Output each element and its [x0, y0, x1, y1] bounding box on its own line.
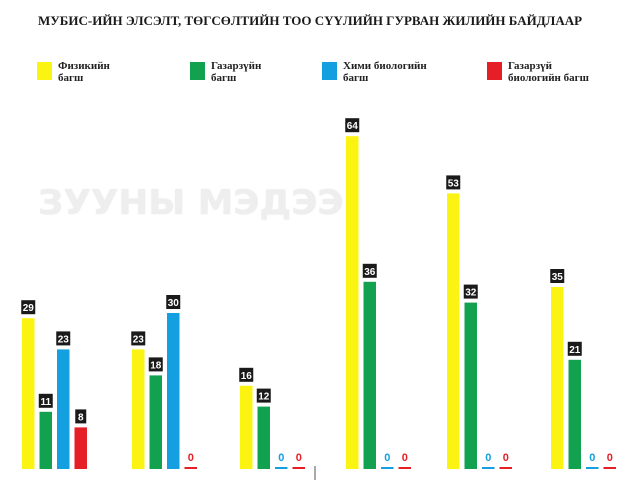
data-label: 23 — [58, 334, 70, 345]
data-label-bg — [239, 367, 254, 382]
data-label: 0 — [503, 452, 509, 464]
data-label: 36 — [364, 267, 376, 278]
data-label: 21 — [569, 345, 581, 356]
bar — [39, 411, 52, 469]
bar — [447, 193, 460, 469]
legend-swatch — [487, 62, 502, 80]
data-label-bg — [446, 175, 461, 190]
bar — [275, 467, 288, 469]
legend-swatch — [190, 62, 205, 80]
data-label: 23 — [133, 334, 145, 345]
bar — [363, 281, 376, 469]
data-label-bg — [550, 269, 565, 283]
bar — [257, 406, 270, 469]
bar — [346, 136, 359, 469]
bar — [57, 349, 70, 469]
data-label-bg — [463, 284, 478, 299]
bar — [292, 467, 305, 469]
bar — [240, 385, 253, 469]
chart-title: МУБИС-ИЙН ЭЛСЭЛТ, ТӨГСӨЛТИЙН ТОО СҮҮЛИЙН… — [38, 13, 583, 28]
data-label-bg — [256, 388, 271, 403]
data-label-bg — [148, 357, 163, 372]
legend-item: Газарзүй биологийн багш — [487, 60, 618, 84]
data-label: 0 — [589, 452, 595, 464]
data-label: 35 — [552, 272, 564, 283]
bar — [381, 467, 394, 469]
legend-label: Хими биологийн багш — [343, 60, 427, 84]
data-label: 0 — [402, 452, 408, 464]
data-label-bg — [56, 331, 71, 346]
data-label: 18 — [150, 360, 162, 371]
bar — [132, 349, 145, 469]
data-label: 32 — [465, 288, 477, 299]
data-label: 0 — [485, 452, 491, 464]
bar — [167, 313, 180, 469]
bar — [184, 467, 197, 469]
bar — [499, 467, 512, 469]
legend-label: Газарзүй биологийн багш — [508, 60, 589, 84]
watermark: ЗУУНЫ МЭДЭЭ — [38, 183, 344, 223]
bar — [149, 375, 162, 469]
data-label: 0 — [607, 452, 613, 464]
data-label: 30 — [168, 298, 180, 309]
legend-item: Физикийн багш — [37, 60, 168, 84]
data-label: 12 — [258, 392, 270, 403]
bar — [22, 318, 35, 469]
data-label-bg — [21, 300, 36, 315]
data-label-bg — [38, 393, 53, 408]
data-label: 0 — [296, 452, 302, 464]
bar — [464, 302, 477, 469]
data-label: 0 — [278, 452, 284, 464]
data-label: 0 — [188, 452, 194, 464]
data-label-bg — [75, 409, 87, 424]
data-label: 0 — [384, 452, 390, 464]
bar — [398, 467, 411, 469]
legend-swatch — [322, 62, 337, 80]
data-label-bg — [567, 341, 582, 356]
data-label: 29 — [23, 303, 35, 314]
data-label: 64 — [347, 121, 359, 132]
bar — [482, 467, 495, 469]
data-label-bg — [345, 118, 360, 133]
bar — [74, 427, 87, 469]
legend-item: Газарзүйн багш — [190, 60, 321, 84]
data-label: 53 — [448, 178, 460, 189]
bar — [568, 359, 581, 469]
data-label-bg — [166, 295, 181, 309]
legend-item: Хими биологийн багш — [322, 60, 453, 84]
legend-label: Физикийн багш — [58, 60, 110, 84]
bar — [603, 467, 616, 469]
data-label: 11 — [40, 397, 51, 408]
data-label-bg — [362, 263, 377, 278]
legend-swatch — [37, 62, 52, 80]
legend-label: Газарзүйн багш — [211, 60, 262, 84]
data-label-bg — [131, 331, 146, 346]
data-label: 16 — [241, 371, 253, 382]
bar — [586, 467, 599, 469]
bar — [551, 287, 564, 469]
data-label: 8 — [78, 412, 84, 423]
